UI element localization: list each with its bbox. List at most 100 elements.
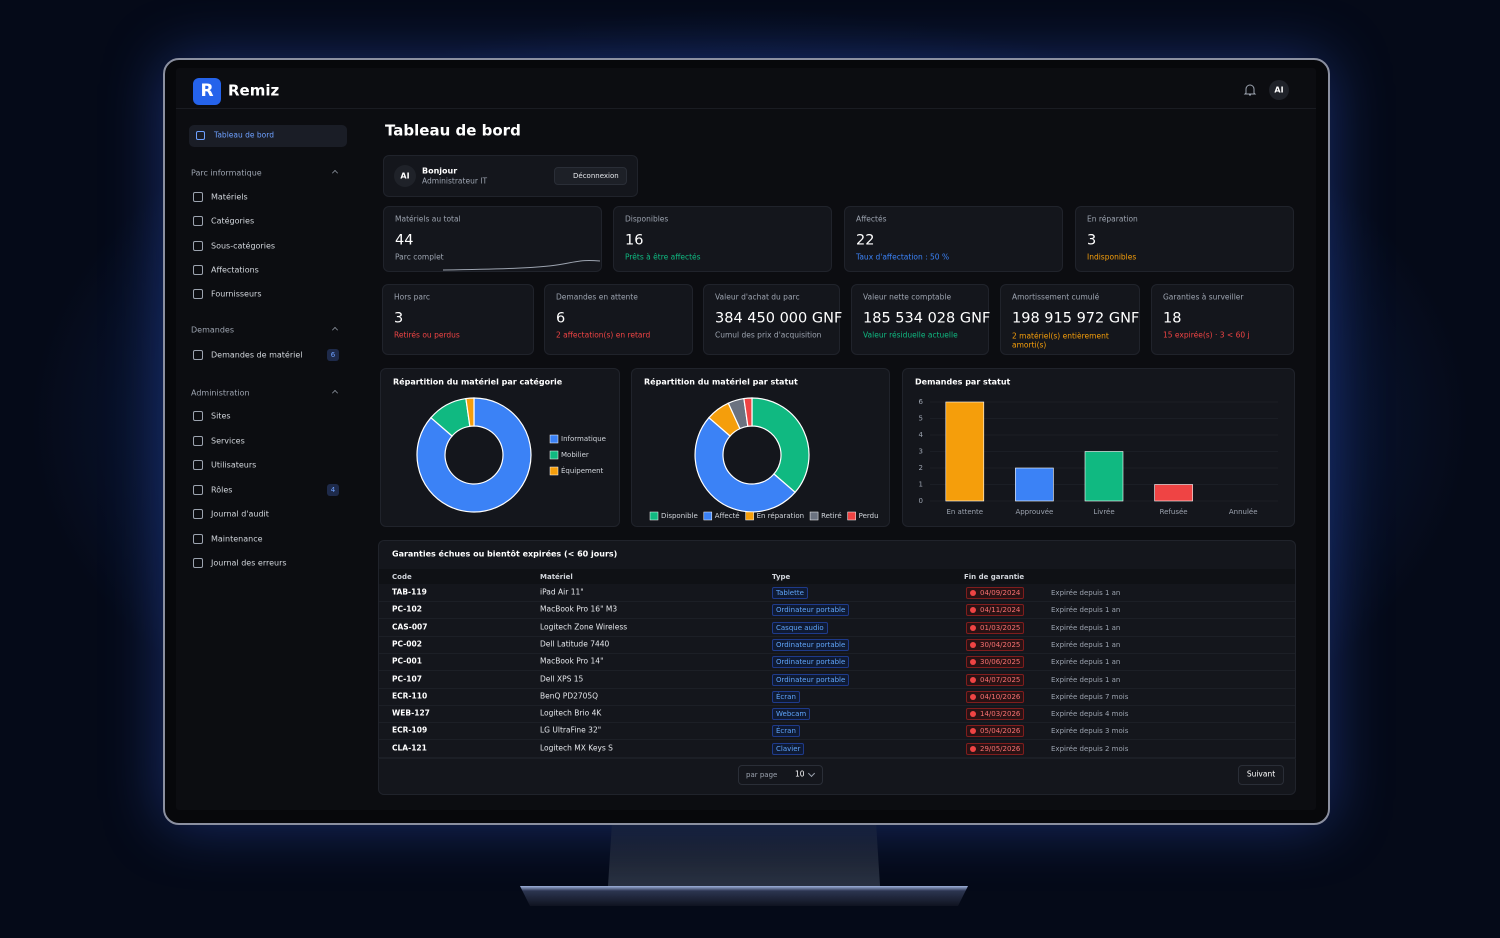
nav-icon (193, 264, 203, 275)
cell-status: Expirée depuis 1 an (1051, 658, 1121, 667)
kpi-card (1000, 284, 1140, 355)
page-title: Tableau de bord (385, 121, 521, 140)
greeting-role: Administrateur IT (422, 176, 488, 186)
cell-material: iPad Air 11" (540, 587, 584, 597)
kpi-note: 15 expirée(s) · 3 < 60 j (1163, 330, 1250, 340)
nav-label[interactable]: Journal d'audit (211, 509, 269, 519)
expired-icon (970, 676, 976, 683)
kpi-card (544, 284, 693, 355)
avatar[interactable] (1269, 80, 1289, 100)
nav-icon (193, 216, 203, 227)
nav-label[interactable]: Matériels (211, 192, 248, 202)
date-badge: 04/11/2024 (966, 604, 1025, 617)
logo[interactable]: R (193, 78, 221, 105)
kpi-note: 2 affectation(s) en retard (556, 330, 651, 340)
row-divider (379, 601, 1295, 602)
expired-icon (970, 711, 976, 718)
kpi-label: Valeur nette comptable (863, 292, 952, 302)
row-divider (379, 618, 1295, 620)
expired-icon (970, 728, 976, 735)
nav-icon (193, 460, 203, 470)
page-size-select[interactable] (738, 765, 823, 785)
nav-section-title: Parc informatique (191, 168, 262, 178)
avatar-initials: AI (1274, 85, 1284, 95)
row-divider (379, 739, 1295, 741)
kpi-value: 16 (625, 232, 644, 249)
topbar-divider (176, 108, 1316, 109)
nav-label[interactable]: Sous-catégories (211, 241, 276, 250)
kpi-value: 22 (856, 232, 875, 249)
cell-status: Expirée depuis 2 mois (1051, 744, 1129, 753)
type-badge: Écran (772, 725, 800, 738)
nav-label: Tableau de bord (214, 130, 274, 140)
cell-code: CLA-121 (392, 743, 427, 753)
cell-code: WEB-127 (392, 708, 430, 718)
kpi-label: Matériels au total (395, 214, 461, 224)
date-badge: 30/04/2025 (966, 638, 1025, 651)
cell-material: Logitech Brio 4K (540, 708, 602, 718)
nav-label[interactable]: Sites (211, 411, 231, 421)
kpi-label: Affectés (856, 214, 887, 224)
row-divider (379, 704, 1295, 706)
cell-status: Expirée depuis 1 an (1051, 675, 1121, 684)
nav-label[interactable]: Fournisseurs (211, 289, 262, 299)
kpi-note: Retirés ou perdus (394, 330, 460, 340)
cell-code: PC-107 (392, 674, 422, 684)
date-badge: 29/05/2026 (966, 742, 1025, 755)
kpi-label: Demandes en attente (556, 292, 638, 302)
nav-label[interactable]: Demandes de matériel (211, 350, 303, 360)
cell-status: Expirée depuis 4 mois (1051, 710, 1129, 719)
cell-material: Dell Latitude 7440 (540, 639, 610, 649)
nav-icon (193, 411, 203, 421)
page-size-value[interactable]: 10 (795, 769, 805, 779)
kpi-value: 3 (1087, 232, 1097, 249)
nav-badge (327, 483, 339, 496)
nav-badge-count: 6 (330, 350, 336, 359)
nav-label[interactable]: Rôles (211, 484, 233, 494)
table-title: Garanties échues ou bientôt expirées (< … (392, 549, 618, 559)
cell-status: Expirée depuis 1 an (1051, 623, 1121, 632)
next-label[interactable]: Suivant (1246, 769, 1276, 779)
date-badge: 30/06/2025 (966, 656, 1025, 669)
logout-label[interactable]: Déconnexion (573, 171, 619, 180)
cell-code: CAS-007 (392, 622, 428, 632)
nav-item-active[interactable] (189, 125, 347, 147)
expired-icon (970, 745, 976, 752)
kpi-note: Prêts à être affectés (625, 252, 701, 262)
nav-icon (193, 435, 203, 446)
notification-bell[interactable] (1243, 83, 1257, 97)
nav-label[interactable]: Services (211, 435, 245, 445)
cell-material: Dell XPS 15 (540, 674, 584, 684)
nav-icon (193, 484, 203, 495)
nav-icon (193, 533, 203, 544)
nav-label[interactable]: Catégories (211, 216, 255, 226)
nav-icon (196, 131, 205, 140)
nav-section-title: Demandes (191, 325, 235, 335)
expired-icon (970, 641, 976, 648)
greeting-hello: Bonjour (422, 166, 458, 176)
nav-badge-count: 4 (330, 485, 336, 494)
type-badge: Casque audio (772, 621, 828, 634)
nav-icon (193, 192, 203, 202)
logout-button[interactable] (554, 167, 627, 185)
next-button[interactable] (1238, 765, 1284, 785)
nav-label[interactable]: Utilisateurs (211, 460, 257, 470)
nav-label[interactable]: Affectations (211, 265, 259, 275)
nav-label[interactable]: Journal des erreurs (211, 558, 287, 568)
nav-label[interactable]: Maintenance (211, 533, 263, 543)
date-badge: 04/09/2024 (966, 586, 1025, 600)
kpi-card (1075, 206, 1294, 272)
cell-code: PC-102 (392, 604, 422, 614)
type-badge: Ordinateur portable (772, 638, 850, 651)
nav-icon (193, 509, 203, 519)
kpi-label: Disponibles (625, 214, 669, 224)
kpi-card (1151, 284, 1294, 355)
kpi-value: 6 (556, 310, 566, 327)
expired-icon (970, 659, 976, 666)
cell-status: Expirée depuis 3 mois (1051, 727, 1129, 736)
kpi-value: 18 (1163, 310, 1182, 327)
kpi-note: Valeur résiduelle actuelle (863, 330, 958, 340)
page-size-label: par page (746, 770, 778, 779)
cell-status: Expirée depuis 1 an (1051, 640, 1121, 649)
type-badge: Ordinateur portable (772, 604, 850, 617)
